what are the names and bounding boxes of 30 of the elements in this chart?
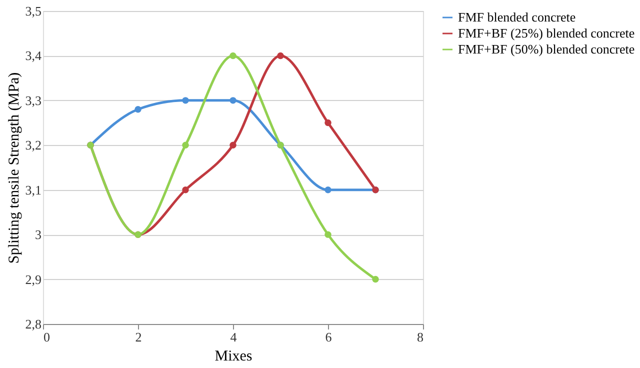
point xyxy=(182,186,189,194)
point xyxy=(182,97,189,104)
point xyxy=(372,276,379,283)
point xyxy=(324,186,332,194)
point xyxy=(230,52,236,60)
legend-label: FMF blended concrete xyxy=(458,10,576,24)
x-tick-label: 2 xyxy=(135,330,142,344)
y-tick-label: 2,9 xyxy=(25,272,42,287)
x-tick-label: 6 xyxy=(325,330,332,344)
y-tick-label: 3,2 xyxy=(25,138,42,153)
point xyxy=(230,97,236,104)
point xyxy=(182,142,189,148)
y-tick-label: 3,3 xyxy=(25,92,42,108)
y-tick-label: 3,4 xyxy=(25,48,42,64)
y-tick-label: 2,8 xyxy=(25,316,42,332)
y-tick-label: 3,5 xyxy=(25,4,42,18)
legend-label: FMF+BF (25%) blended concrete xyxy=(458,26,635,40)
x-tick-label: 8 xyxy=(417,330,424,344)
point xyxy=(324,231,332,238)
y-tick-label: 3 xyxy=(35,227,42,242)
point xyxy=(230,142,236,148)
x-tick-label: 0 xyxy=(44,330,50,344)
x-tick-label: 4 xyxy=(230,330,238,344)
point xyxy=(324,119,332,126)
point xyxy=(134,106,142,113)
x-axis-title: Mixes xyxy=(214,348,252,364)
y-axis-title: Splitting tensile Strength (MPa) xyxy=(6,72,22,264)
legend-label: FMF+BF (50%) blended concrete xyxy=(458,42,635,56)
point xyxy=(277,52,284,60)
y-tick-label: 3,1 xyxy=(25,182,42,198)
